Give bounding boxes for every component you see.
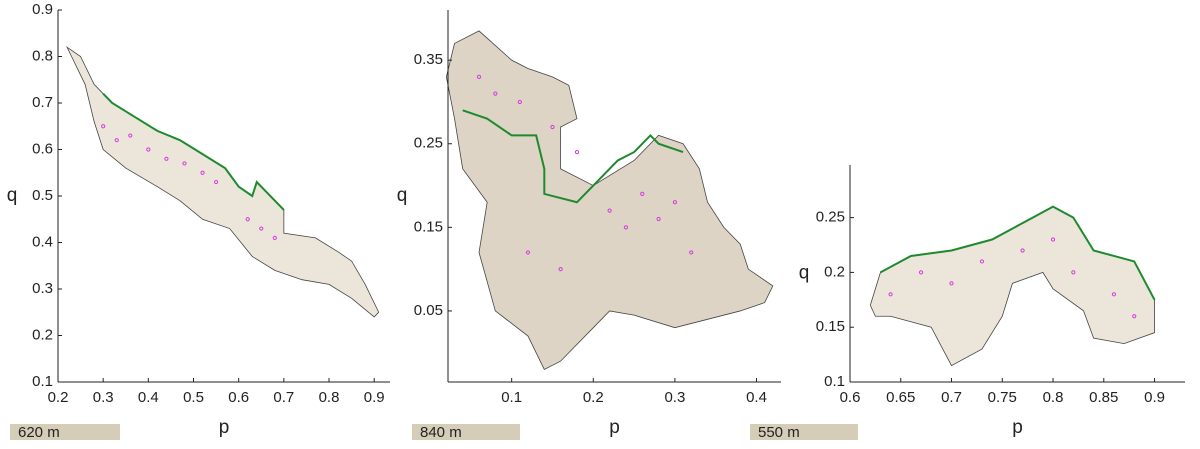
scale-bar-label: 550 m <box>758 424 800 441</box>
point <box>640 191 645 197</box>
point <box>1020 248 1025 253</box>
point <box>607 208 612 213</box>
x-axis-label: p <box>609 417 620 438</box>
y-tick-label: 0.25 <box>414 135 443 152</box>
y-tick-label: 0.1 <box>32 373 53 390</box>
scale-bar <box>750 424 858 440</box>
y-tick-label: 0.35 <box>414 51 443 68</box>
point <box>623 225 629 230</box>
point <box>101 124 106 129</box>
point <box>128 133 133 138</box>
y-tick-label: 0.15 <box>414 218 443 235</box>
point <box>1071 270 1076 275</box>
x-tick-label: 0.7 <box>941 389 962 406</box>
x-tick-label: 0.4 <box>138 389 159 406</box>
point <box>493 91 498 96</box>
point <box>525 250 531 255</box>
y-tick-label: 0.6 <box>32 140 53 157</box>
y-tick-label: 0.4 <box>32 233 53 250</box>
point <box>146 147 151 152</box>
y-tick-label: 0.3 <box>32 280 53 297</box>
x-axis-label: p <box>219 417 230 438</box>
x-tick-label: 0.75 <box>988 389 1017 406</box>
y-tick-label: 0.8 <box>32 47 53 64</box>
y-tick-label: 0.15 <box>816 318 845 335</box>
edge-line <box>879 205 1156 301</box>
outline <box>66 46 380 318</box>
point <box>1050 237 1056 242</box>
y-tick-label: 0.2 <box>824 263 845 280</box>
y-tick-label: 0.5 <box>32 187 53 204</box>
y-axis-label: q <box>397 185 408 206</box>
point <box>918 270 924 275</box>
x-axis-label: p <box>1012 417 1023 438</box>
x-tick-label: 0.5 <box>183 389 204 406</box>
y-tick-label: 0.1 <box>824 373 845 390</box>
x-tick-label: 0.9 <box>1144 389 1165 406</box>
x-tick-label: 0.6 <box>840 389 861 406</box>
x-tick-label: 0.2 <box>583 389 604 406</box>
point <box>476 74 482 79</box>
x-tick-label: 0.65 <box>886 389 915 406</box>
outline <box>869 206 1155 367</box>
x-tick-label: 0.3 <box>664 389 685 406</box>
point <box>114 138 119 143</box>
scale-bar <box>10 424 120 440</box>
scale-bar-label: 620 m <box>18 424 60 441</box>
point <box>213 179 219 185</box>
point <box>1132 314 1137 319</box>
x-tick-label: 0.8 <box>319 389 340 406</box>
point <box>200 170 205 175</box>
point <box>979 259 985 264</box>
outline <box>445 30 774 371</box>
scale-bar <box>412 424 520 440</box>
y-tick-label: 0.7 <box>32 94 53 111</box>
x-tick-label: 0.2 <box>48 389 69 406</box>
point <box>558 267 563 272</box>
x-tick-label: 0.7 <box>273 389 294 406</box>
point <box>656 216 661 222</box>
x-tick-label: 0.8 <box>1043 389 1064 406</box>
x-tick-label: 0.85 <box>1089 389 1118 406</box>
edge-line <box>102 93 285 211</box>
point <box>272 235 277 240</box>
x-tick-label: 0.6 <box>228 389 249 406</box>
point <box>949 281 954 286</box>
y-axis-label: q <box>799 263 810 284</box>
point <box>689 250 694 255</box>
y-tick-label: 0.9 <box>32 1 53 18</box>
point <box>888 292 893 297</box>
x-tick-label: 0.9 <box>364 389 385 406</box>
point <box>1111 292 1117 297</box>
x-tick-label: 0.3 <box>93 389 114 406</box>
point <box>164 156 169 161</box>
point <box>672 200 677 205</box>
point <box>550 124 555 130</box>
point <box>517 99 522 105</box>
y-axis-label: q <box>7 185 18 206</box>
point <box>574 150 580 155</box>
edge-line <box>462 109 684 204</box>
point <box>182 161 187 166</box>
x-tick-label: 0.1 <box>501 389 522 406</box>
point <box>259 226 264 231</box>
y-tick-label: 0.05 <box>414 302 443 319</box>
x-tick-label: 0.4 <box>746 389 767 406</box>
point <box>245 217 250 222</box>
y-tick-label: 0.2 <box>32 326 53 343</box>
scale-bar-label: 840 m <box>420 424 462 441</box>
y-tick-label: 0.25 <box>816 209 845 226</box>
